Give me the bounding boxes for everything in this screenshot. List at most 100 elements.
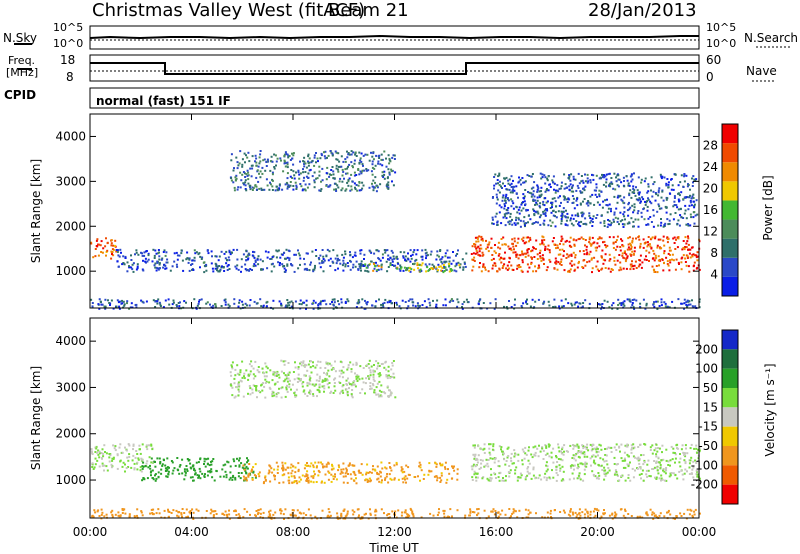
heatmap-cell bbox=[622, 226, 625, 228]
heatmap-cell bbox=[509, 220, 512, 223]
heatmap-cell bbox=[644, 200, 646, 203]
heatmap-cell bbox=[612, 236, 615, 239]
heatmap-cell bbox=[532, 198, 535, 201]
heatmap-cell bbox=[634, 469, 636, 472]
heatmap-cell bbox=[698, 447, 701, 449]
heatmap-cell bbox=[436, 254, 439, 257]
heatmap-cell bbox=[687, 208, 690, 211]
heatmap-cell bbox=[235, 177, 238, 180]
heatmap-cell bbox=[681, 302, 684, 305]
heatmap-cell bbox=[632, 447, 635, 450]
heatmap-cell bbox=[614, 469, 617, 472]
heatmap-cell bbox=[474, 472, 477, 475]
heatmap-cell bbox=[265, 380, 268, 383]
heatmap-cell bbox=[514, 469, 517, 472]
heatmap-cell bbox=[694, 459, 697, 462]
heatmap-cell bbox=[506, 212, 509, 215]
heatmap-cell bbox=[551, 197, 554, 200]
heatmap-cell bbox=[306, 384, 309, 387]
heatmap-cell bbox=[361, 169, 364, 172]
heatmap-cell bbox=[303, 374, 306, 377]
heatmap-cell bbox=[336, 512, 339, 515]
heatmap-cell bbox=[505, 306, 508, 308]
heatmap-cell bbox=[669, 474, 672, 477]
heatmap-cell bbox=[344, 263, 347, 266]
heatmap-cell bbox=[327, 369, 330, 372]
heatmap-cell bbox=[659, 464, 662, 466]
heatmap-cell bbox=[430, 267, 433, 270]
heatmap-cell bbox=[255, 385, 258, 387]
heatmap-cell bbox=[323, 151, 325, 154]
heatmap-cell bbox=[205, 269, 208, 272]
heatmap-cell bbox=[558, 305, 561, 308]
heatmap-cell bbox=[462, 268, 465, 271]
heatmap-cell bbox=[209, 303, 211, 306]
heatmap-cell bbox=[648, 251, 651, 254]
heatmap-cell bbox=[346, 368, 349, 371]
heatmap-cell bbox=[197, 461, 200, 464]
heatmap-cell bbox=[600, 214, 603, 217]
heatmap-cell bbox=[354, 151, 357, 154]
heatmap-cell bbox=[393, 477, 396, 480]
heatmap-cell bbox=[573, 445, 576, 448]
heatmap-cell bbox=[271, 393, 274, 396]
heatmap-cell bbox=[100, 240, 103, 243]
heatmap-cell bbox=[487, 459, 490, 461]
heatmap-cell bbox=[560, 452, 563, 455]
heatmap-cell bbox=[251, 468, 253, 471]
heatmap-cell bbox=[290, 472, 293, 475]
heatmap-cell bbox=[229, 371, 232, 374]
heatmap-cell bbox=[526, 251, 529, 254]
heatmap-cell bbox=[294, 181, 297, 184]
heatmap-cell bbox=[173, 260, 176, 263]
heatmap-cell bbox=[583, 513, 586, 516]
heatmap-cell bbox=[612, 218, 615, 221]
heatmap-cell bbox=[609, 185, 612, 188]
heatmap-cell bbox=[476, 461, 479, 464]
heatmap-cell bbox=[278, 184, 281, 187]
heatmap-cell bbox=[524, 446, 527, 449]
heatmap-cell bbox=[276, 472, 279, 474]
heatmap-cell bbox=[228, 259, 231, 262]
heatmap-cell bbox=[300, 512, 303, 515]
heatmap-cell bbox=[619, 246, 622, 248]
heatmap-cell bbox=[613, 195, 616, 198]
heatmap-cell bbox=[328, 382, 331, 384]
heatmap-cell bbox=[545, 470, 548, 473]
heatmap-cell bbox=[528, 240, 530, 243]
heatmap-cell bbox=[692, 269, 695, 272]
heatmap-cell bbox=[669, 464, 671, 467]
heatmap-cell bbox=[577, 187, 580, 189]
heatmap-cell bbox=[616, 245, 619, 248]
heatmap-cell bbox=[425, 270, 428, 273]
heatmap-cell bbox=[247, 171, 250, 174]
heatmap-cell bbox=[563, 197, 566, 200]
heatmap-cell bbox=[319, 301, 322, 304]
heatmap-cell bbox=[272, 307, 275, 310]
heatmap-cell bbox=[152, 248, 155, 251]
heatmap-cell bbox=[234, 395, 237, 398]
heatmap-cell bbox=[536, 253, 539, 256]
heatmap-cell bbox=[378, 375, 381, 378]
heatmap-cell bbox=[270, 517, 273, 520]
heatmap-cell bbox=[663, 470, 666, 473]
heatmap-cell bbox=[574, 301, 577, 304]
heatmap-cell bbox=[371, 468, 374, 471]
heatmap-cell bbox=[336, 259, 339, 262]
heatmap-cell bbox=[473, 511, 476, 514]
heatmap-cell bbox=[548, 445, 551, 448]
heatmap-cell bbox=[347, 153, 350, 156]
heatmap-cell bbox=[660, 175, 663, 178]
heatmap-cell bbox=[379, 475, 382, 478]
heatmap-cell bbox=[368, 376, 371, 379]
heatmap-cell bbox=[101, 464, 104, 467]
heatmap-cell bbox=[350, 188, 353, 191]
heatmap-cell bbox=[96, 245, 99, 248]
heatmap-cell bbox=[313, 384, 316, 387]
heatmap-cell bbox=[344, 158, 347, 161]
heatmap-cell bbox=[561, 459, 564, 462]
heatmap-cell bbox=[653, 181, 656, 183]
heatmap-cell bbox=[181, 458, 184, 461]
heatmap-cell bbox=[496, 179, 499, 181]
heatmap-cell bbox=[498, 479, 501, 482]
